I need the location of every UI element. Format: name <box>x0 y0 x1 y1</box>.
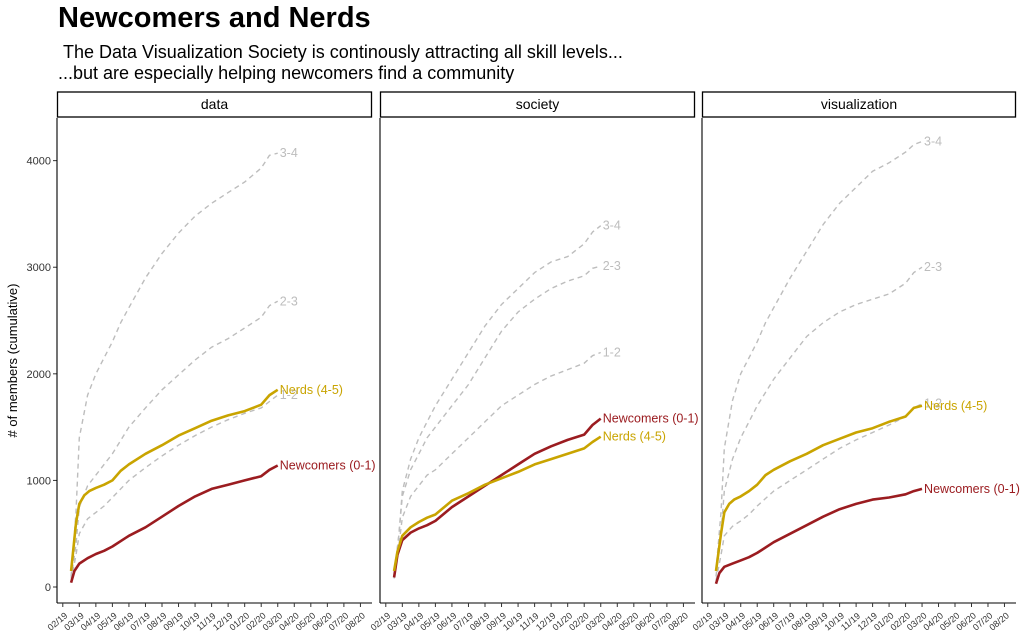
series-label-data-3-4: 3-4 <box>280 146 298 160</box>
series-line-data-3-4 <box>70 152 278 577</box>
series-line-data-2-3 <box>70 300 279 579</box>
x-tick-label-society-18: 08/20 <box>666 610 690 632</box>
series-label-data-nerds-4-5: Nerds (4-5) <box>280 383 343 397</box>
y-tick-label-4000: 4000 <box>27 156 51 168</box>
series-label-visualization-3-4: 3-4 <box>924 134 942 148</box>
facet-label-visualization: visualization <box>821 96 897 112</box>
facet-strip-data <box>56 91 373 118</box>
series-line-society-newcomers-0-1 <box>392 417 602 578</box>
series-line-society-2-3 <box>393 265 601 577</box>
facet-strip-visualization <box>701 91 1017 118</box>
chart-subtitle-line1: The Data Visualization Society is contin… <box>63 42 623 62</box>
series-label-visualization-nerds-4-5: Nerds (4-5) <box>924 399 987 413</box>
y-tick-label-3000: 3000 <box>27 262 51 274</box>
series-line-society-1-2 <box>393 351 601 579</box>
y-tick-label-2000: 2000 <box>27 369 51 381</box>
facet-strip-society <box>379 91 696 118</box>
series-line-visualization-nerds-4-5 <box>714 404 923 572</box>
series-label-society-1-2: 1-2 <box>603 346 621 360</box>
series-label-visualization-1-2: 1-2 <box>924 397 942 411</box>
series-label-society-2-3: 2-3 <box>603 259 621 273</box>
series-label-visualization-2-3: 2-3 <box>924 260 942 274</box>
series-line-visualization-1-2 <box>715 403 923 581</box>
series-label-society-newcomers-0-1: Newcomers (0-1) <box>603 412 699 426</box>
series-label-society-3-4: 3-4 <box>603 219 621 233</box>
series-label-society-nerds-4-5: Nerds (4-5) <box>603 430 666 444</box>
series-line-data-newcomers-0-1 <box>69 464 279 584</box>
series-label-data-1-2: 1-2 <box>280 388 298 402</box>
y-tick-label-1000: 1000 <box>27 475 51 487</box>
series-line-visualization-newcomers-0-1 <box>714 487 923 585</box>
chart-subtitle-line2: ...but are especially helping newcomers … <box>58 63 515 83</box>
series-label-data-2-3: 2-3 <box>280 294 298 308</box>
series-line-society-3-4 <box>393 225 602 577</box>
series-line-visualization-2-3 <box>715 266 923 577</box>
series-label-data-newcomers-0-1: Newcomers (0-1) <box>280 458 376 472</box>
series-label-visualization-newcomers-0-1: Newcomers (0-1) <box>924 482 1020 496</box>
series-line-data-nerds-4-5 <box>69 388 279 572</box>
series-line-society-nerds-4-5 <box>392 435 602 572</box>
chart-title: Newcomers and Nerds <box>58 2 371 34</box>
series-line-visualization-3-4 <box>715 140 923 572</box>
y-tick-label-0: 0 <box>45 582 51 594</box>
facet-label-data: data <box>201 96 228 112</box>
y-axis-label: # of members (cumulative) <box>5 284 20 438</box>
facet-label-society: society <box>516 96 560 112</box>
x-tick-label-data-18: 08/20 <box>343 610 367 632</box>
